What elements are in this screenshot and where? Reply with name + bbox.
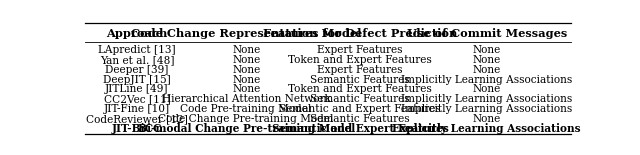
Text: LApredict [13]: LApredict [13] — [98, 45, 176, 55]
Text: None: None — [472, 65, 501, 75]
Text: Semantic and Expert Features: Semantic and Expert Features — [272, 123, 449, 134]
Text: Deeper [39]: Deeper [39] — [106, 65, 169, 75]
Text: Semantic Features: Semantic Features — [310, 114, 410, 124]
Text: None: None — [472, 55, 501, 65]
Text: Features for Defect Prediction: Features for Defect Prediction — [263, 28, 458, 39]
Text: None: None — [232, 55, 260, 65]
Text: Yan et al. [48]: Yan et al. [48] — [100, 55, 174, 65]
Text: None: None — [472, 84, 501, 94]
Text: DeepJIT [15]: DeepJIT [15] — [103, 75, 171, 85]
Text: JIT-Fine [10]: JIT-Fine [10] — [104, 104, 170, 114]
Text: Semantic Features: Semantic Features — [310, 75, 410, 85]
Text: Expert Features: Expert Features — [317, 65, 403, 75]
Text: None: None — [472, 114, 501, 124]
Text: CodeReviewer [12]: CodeReviewer [12] — [86, 114, 188, 124]
Text: Implicitly Learning Associations: Implicitly Learning Associations — [401, 75, 572, 85]
Text: None: None — [232, 45, 260, 55]
Text: Semantic Features: Semantic Features — [310, 94, 410, 104]
Text: Code Change Representation Model: Code Change Representation Model — [131, 28, 362, 39]
Text: Token and Expert Features: Token and Expert Features — [289, 84, 432, 94]
Text: Implicitly Learning Associations: Implicitly Learning Associations — [401, 104, 572, 114]
Text: Hierarchical Attention Network: Hierarchical Attention Network — [162, 94, 331, 104]
Text: JIT-BiCC: JIT-BiCC — [112, 123, 162, 134]
Text: Implicitly Learning Associations: Implicitly Learning Associations — [401, 94, 572, 104]
Text: None: None — [232, 75, 260, 85]
Text: Code Change Pre-training Model: Code Change Pre-training Model — [159, 114, 334, 124]
Text: None: None — [472, 45, 501, 55]
Text: Expert Features: Expert Features — [317, 45, 403, 55]
Text: Use of Commit Messages: Use of Commit Messages — [406, 28, 567, 39]
Text: CC2Vec [11]: CC2Vec [11] — [104, 94, 170, 104]
Text: Token and Expert Features: Token and Expert Features — [289, 55, 432, 65]
Text: Approach: Approach — [106, 28, 168, 39]
Text: Semantic and Expert Features: Semantic and Expert Features — [280, 104, 441, 114]
Text: None: None — [232, 65, 260, 75]
Text: Code Pre-training Model: Code Pre-training Model — [180, 104, 312, 114]
Text: Explicitly Learning Associations: Explicitly Learning Associations — [392, 123, 581, 134]
Text: Bi-modal Change Pre-training Model: Bi-modal Change Pre-training Model — [138, 123, 355, 134]
Text: None: None — [232, 84, 260, 94]
Text: JITLine [49]: JITLine [49] — [106, 84, 169, 94]
